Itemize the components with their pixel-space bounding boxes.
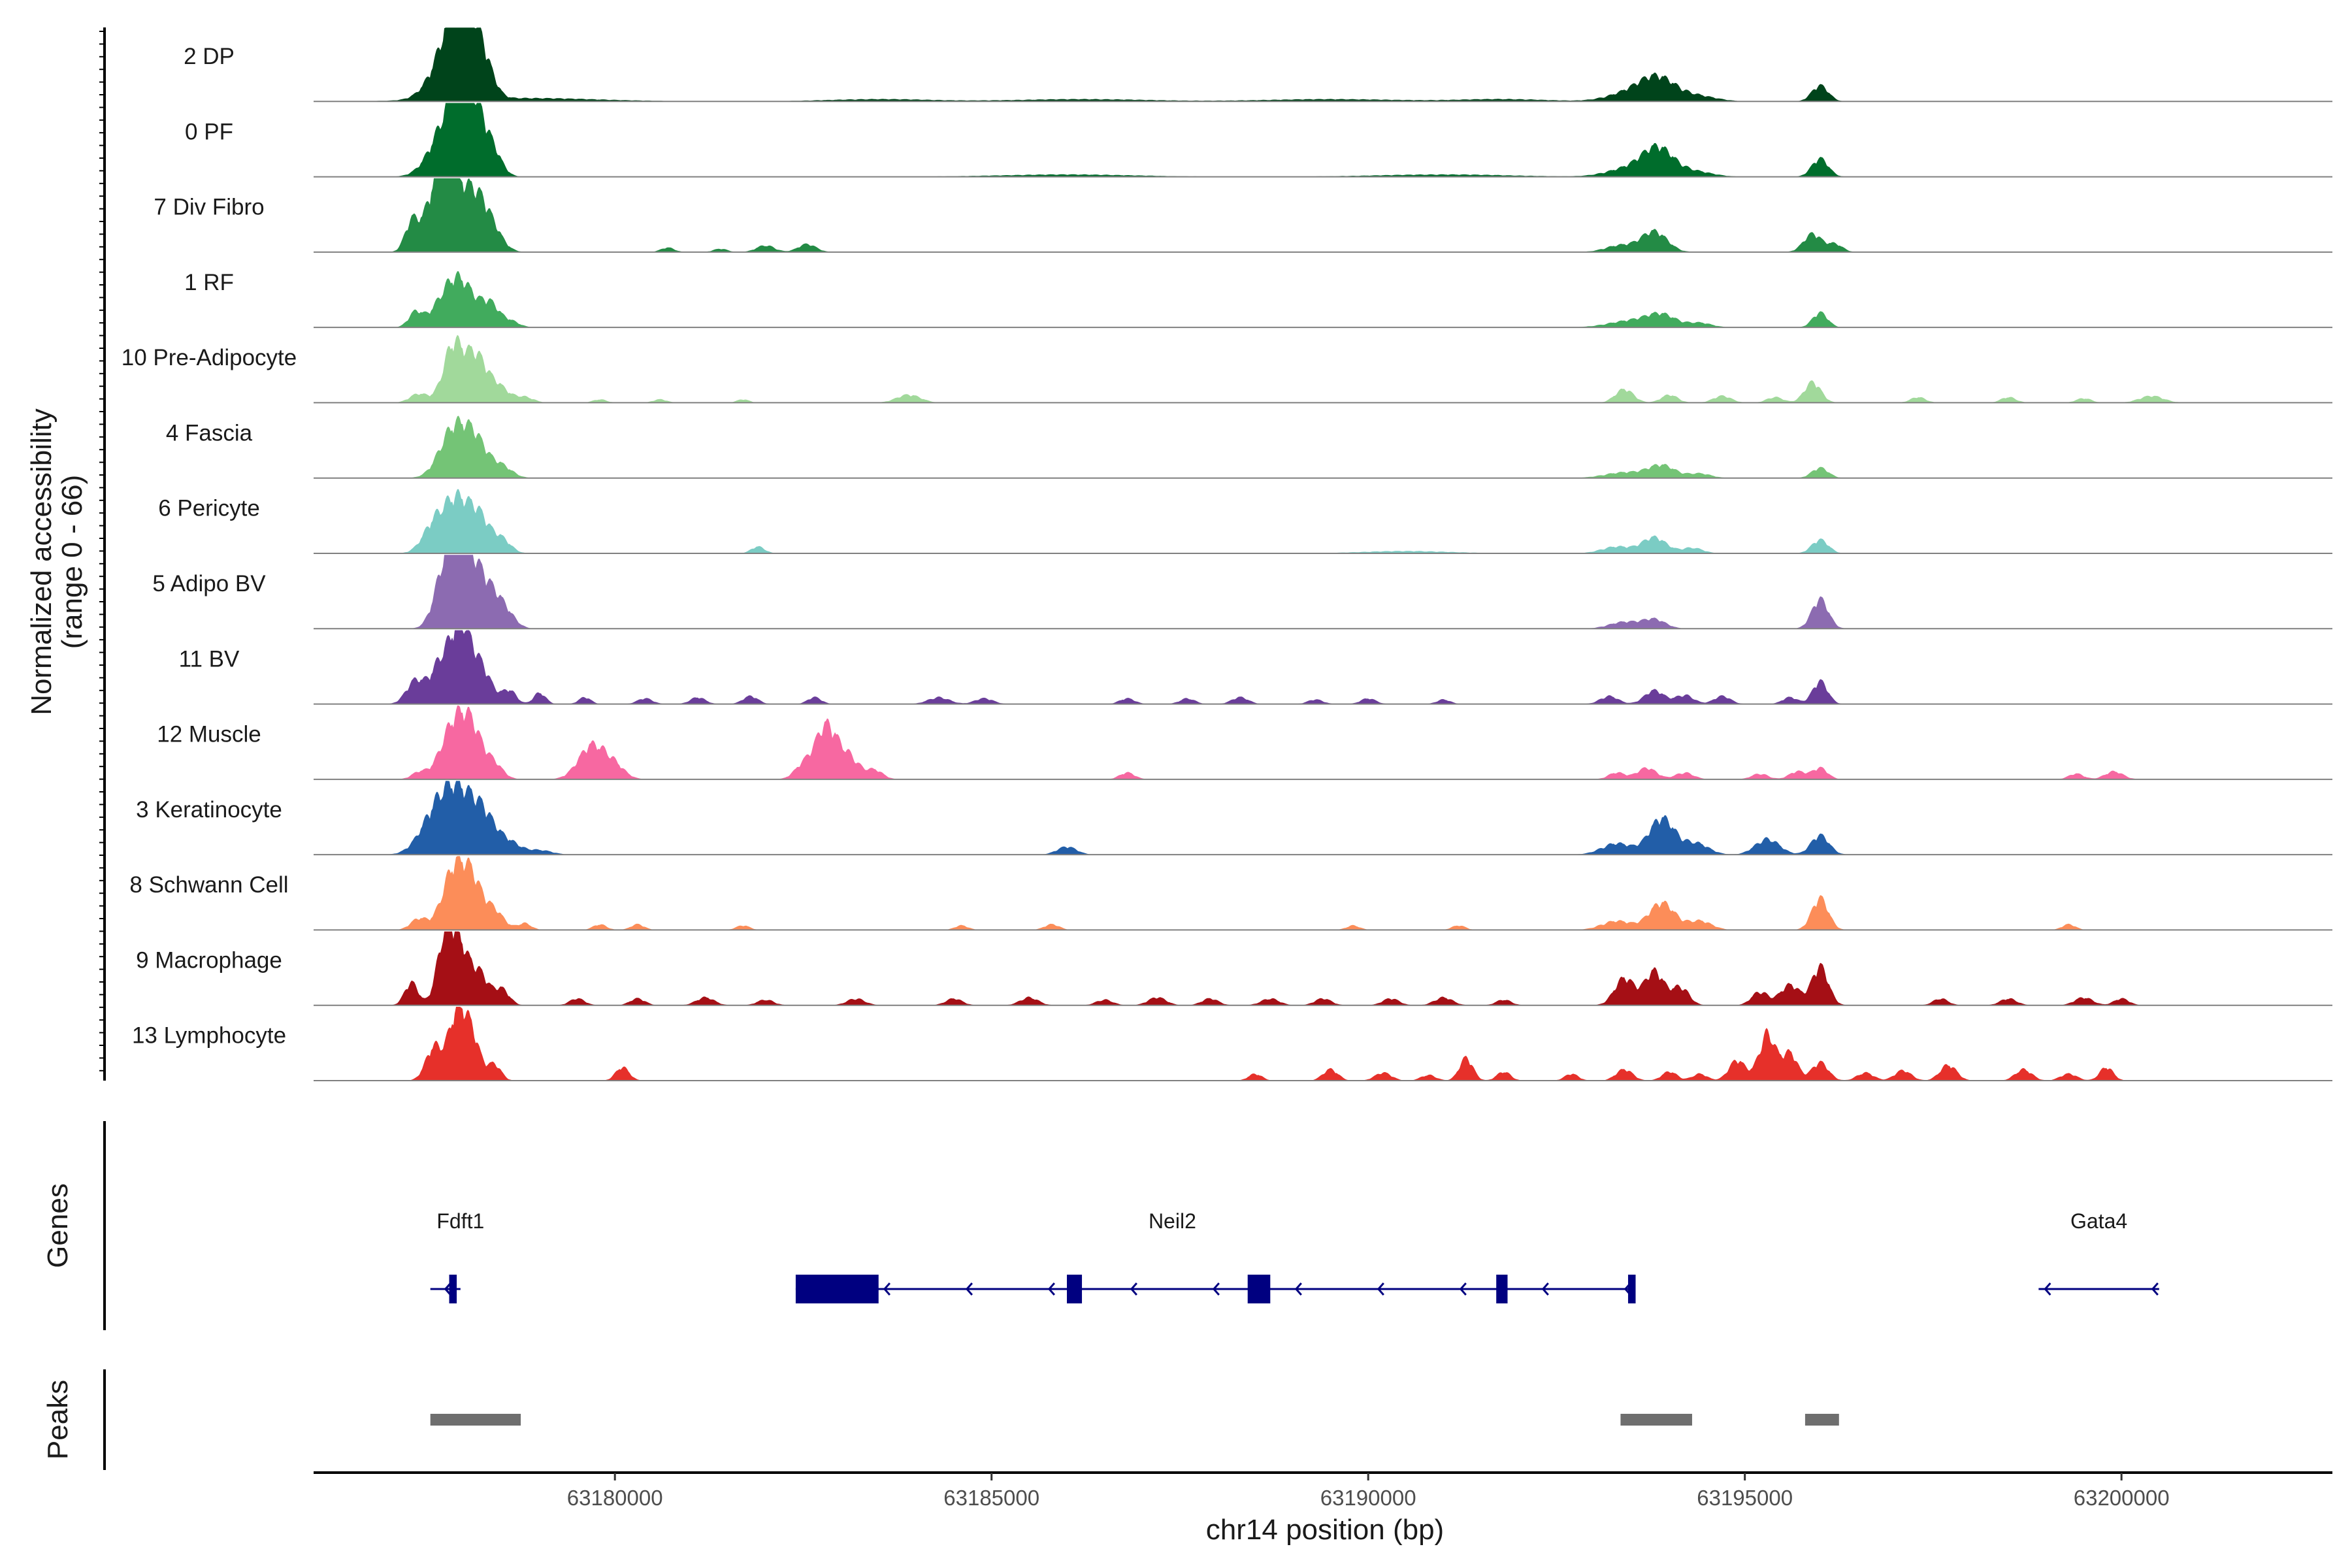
gene-neil2: Neil2	[795, 1209, 1636, 1303]
coverage-area	[314, 178, 2332, 252]
strand-arrow-icon	[2044, 1282, 2051, 1296]
track-label: 4 Fascia	[166, 420, 253, 446]
exon	[1627, 1275, 1636, 1303]
x-axis-ticks: 63180000 63185000 63190000 63195000 63200000	[567, 1473, 2170, 1510]
track-10-pre-adipocyte: 10 Pre-Adipocyte	[122, 335, 2332, 404]
track-label: 0 PF	[185, 119, 233, 144]
coverage-area	[314, 335, 2332, 403]
track-4-fascia: 4 Fascia	[166, 416, 2332, 479]
track-label: 6 Pericyte	[158, 496, 260, 521]
strand-arrow-icon	[1459, 1282, 1467, 1296]
track-label: 11 BV	[179, 646, 240, 672]
track-1-rf: 1 RF	[184, 270, 2332, 329]
strand-arrow-icon	[1541, 1282, 1549, 1296]
track-label: 3 Keratinocyte	[136, 797, 282, 823]
strand-arrow-icon	[444, 1282, 451, 1296]
track-2-dp: 2 DP	[184, 27, 2332, 103]
strand-arrow-icon	[883, 1282, 891, 1296]
track-13-lymphocyte: 13 Lymphocyte	[132, 1007, 2332, 1081]
track-6-pericyte: 6 Pericyte	[158, 489, 2332, 554]
coverage-area	[314, 630, 2332, 704]
track-label: 7 Div Fibro	[154, 195, 264, 220]
coverage-area	[314, 271, 2332, 328]
coverage-area	[314, 705, 2332, 779]
strand-arrow-icon	[1212, 1282, 1220, 1296]
track-0-pf: 0 PF	[185, 103, 2332, 178]
coverage-area	[314, 781, 2332, 855]
strand-arrow-icon	[1047, 1282, 1055, 1296]
track-5-adipo-bv: 5 Adipo BV	[152, 555, 2332, 630]
x-tick-label: 63195000	[1697, 1486, 1793, 1510]
y-axis-range-label: (range 0 - 66)	[56, 475, 88, 649]
exon	[1066, 1275, 1083, 1303]
track-9-macrophage: 9 Macrophage	[136, 931, 2332, 1006]
coverage-area	[314, 489, 2332, 553]
track-label: 9 Macrophage	[136, 947, 282, 973]
peak-regions	[430, 1414, 1839, 1426]
x-axis: 63180000 63185000 63190000 63195000 63200000…	[314, 1471, 2332, 1546]
track-label: 5 Adipo BV	[152, 571, 266, 596]
peaks-panel-label: Peaks	[42, 1380, 74, 1460]
exon	[1247, 1275, 1271, 1303]
track-label: 8 Schwann Cell	[129, 872, 288, 898]
strand-arrow-icon	[2151, 1282, 2159, 1296]
x-tick-label: 63185000	[943, 1486, 1039, 1510]
track-11-bv: 11 BV	[179, 630, 2332, 705]
track-label: 2 DP	[184, 44, 235, 69]
gene-fdft1: Fdft1	[430, 1209, 484, 1303]
track-label: 13 Lymphocyte	[132, 1023, 286, 1049]
track-label: 12 Muscle	[157, 722, 261, 747]
peak-region	[1620, 1414, 1692, 1426]
track-12-muscle: 12 Muscle	[157, 705, 2332, 780]
genes-panel: Genes Fdft1 Neil2 Gata4	[42, 1121, 2159, 1330]
coverage-area	[314, 27, 2332, 102]
track-label: 10 Pre-Adipocyte	[122, 345, 297, 370]
coverage-area	[314, 856, 2332, 930]
strand-arrow-icon	[1130, 1282, 1137, 1296]
strand-arrow-icon	[965, 1282, 973, 1296]
strand-arrow-icon	[1294, 1282, 1302, 1296]
y-axis-title: Normalized accessibility	[25, 408, 57, 715]
genes-panel-label: Genes	[42, 1183, 74, 1268]
strand-arrow-icon	[1377, 1282, 1384, 1296]
track-3-keratinocyte: 3 Keratinocyte	[136, 781, 2332, 856]
gene-gata4: Gata4	[2038, 1209, 2159, 1296]
track-7-div-fibro: 7 Div Fibro	[154, 178, 2332, 253]
exon	[449, 1275, 457, 1303]
exon	[795, 1275, 879, 1303]
peaks-panel: Peaks	[42, 1369, 1839, 1470]
x-axis-title: chr14 position (bp)	[1206, 1514, 1444, 1546]
exon	[1496, 1275, 1508, 1303]
gene-label: Gata4	[2070, 1209, 2127, 1233]
x-tick-label: 63180000	[567, 1486, 663, 1510]
coverage-area	[314, 1007, 2332, 1081]
coverage-area	[314, 555, 2332, 629]
gene-label: Fdft1	[436, 1209, 484, 1233]
y-axis-left	[99, 27, 106, 1081]
accessibility-tracks: 2 DP 0 PF 7 Div Fibro 1 RF 10 Pre-Adipocyte 4…	[122, 27, 2332, 1081]
x-tick-label: 63200000	[2074, 1486, 2170, 1510]
gene-label: Neil2	[1149, 1209, 1196, 1233]
gene-models: Fdft1 Neil2 Gata4	[430, 1209, 2159, 1303]
coverage-area	[314, 931, 2332, 1005]
track-label: 1 RF	[184, 270, 234, 295]
peak-region	[430, 1414, 521, 1426]
peak-region	[1805, 1414, 1839, 1426]
coverage-area	[314, 416, 2332, 478]
coverage-area	[314, 103, 2332, 177]
track-8-schwann-cell: 8 Schwann Cell	[129, 856, 2332, 931]
x-tick-label: 63190000	[1320, 1486, 1416, 1510]
